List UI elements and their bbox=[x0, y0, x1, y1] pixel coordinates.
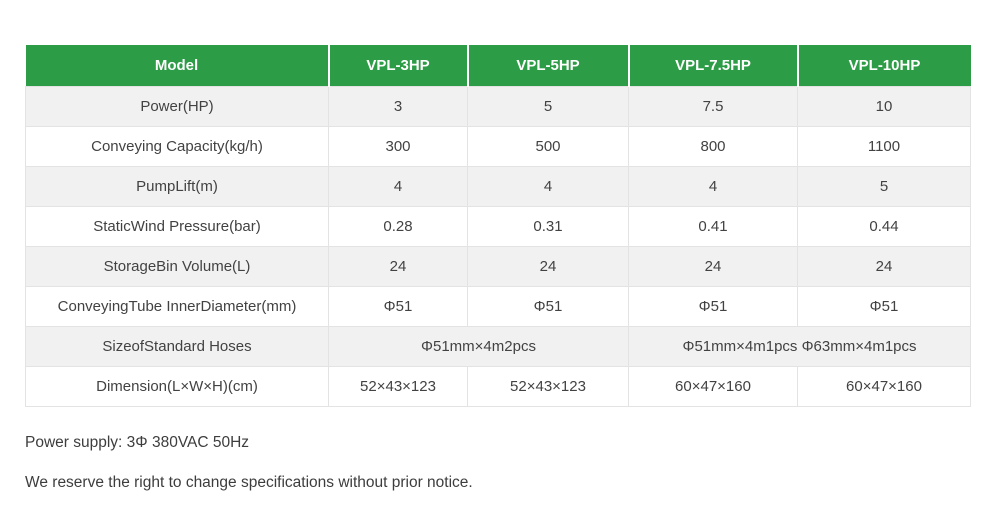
row-label: ConveyingTube InnerDiameter(mm) bbox=[25, 285, 329, 327]
spec-table: Model VPL-3HP VPL-5HP VPL-7.5HP VPL-10HP Pow… bbox=[25, 45, 971, 407]
value-cell: 24 bbox=[797, 245, 971, 287]
header-cell-vpl-7.5hp: VPL-7.5HP bbox=[627, 45, 798, 86]
header-cell-vpl-3hp: VPL-3HP bbox=[327, 45, 468, 86]
value-cell: 7.5 bbox=[628, 85, 798, 127]
value-cell: Φ51 bbox=[797, 285, 971, 327]
spec-table-head: Model VPL-3HP VPL-5HP VPL-7.5HP VPL-10HP bbox=[25, 45, 971, 86]
value-cell: 24 bbox=[467, 245, 629, 287]
row-label: StaticWind Pressure(bar) bbox=[25, 205, 329, 247]
row-label: Dimension(L×W×H)(cm) bbox=[25, 365, 329, 407]
table-row: Dimension(L×W×H)(cm) 52×43×123 52×43×123 60… bbox=[25, 365, 971, 407]
value-cell: Φ51 bbox=[467, 285, 629, 327]
value-cell: 0.31 bbox=[467, 205, 629, 247]
header-cell-vpl-10hp: VPL-10HP bbox=[796, 45, 971, 86]
value-cell: Φ51 bbox=[628, 285, 798, 327]
value-cell: 5 bbox=[797, 165, 971, 207]
value-cell: 24 bbox=[328, 245, 468, 287]
table-row: PumpLift(m) 4 4 4 5 bbox=[25, 165, 971, 207]
row-label: SizeofStandard Hoses bbox=[25, 325, 329, 367]
row-label: StorageBin Volume(L) bbox=[25, 245, 329, 287]
spec-table-body: Power(HP) 3 5 7.5 10 Conveying Capacity(kg/h)… bbox=[25, 85, 971, 407]
value-cell: 24 bbox=[628, 245, 798, 287]
table-row: StorageBin Volume(L) 24 24 24 24 bbox=[25, 245, 971, 287]
disclaimer-note: We reserve the right to change specifica… bbox=[25, 474, 473, 491]
value-cell: Φ51 bbox=[328, 285, 468, 327]
table-row: StaticWind Pressure(bar) 0.28 0.31 0.41 0.44 bbox=[25, 205, 971, 247]
value-cell: 0.41 bbox=[628, 205, 798, 247]
value-cell: 300 bbox=[328, 125, 468, 167]
value-cell: 4 bbox=[467, 165, 629, 207]
value-cell: 5 bbox=[467, 85, 629, 127]
table-row: ConveyingTube InnerDiameter(mm) Φ51 Φ51 Φ51… bbox=[25, 285, 971, 327]
value-cell: 1100 bbox=[797, 125, 971, 167]
value-cell: 4 bbox=[328, 165, 468, 207]
value-cell: 60×47×160 bbox=[797, 365, 971, 407]
value-cell: Φ51mm×4m2pcs bbox=[328, 325, 629, 367]
row-label: PumpLift(m) bbox=[25, 165, 329, 207]
value-cell: 52×43×123 bbox=[467, 365, 629, 407]
value-cell: 3 bbox=[328, 85, 468, 127]
table-row: Power(HP) 3 5 7.5 10 bbox=[25, 85, 971, 127]
value-cell: 500 bbox=[467, 125, 629, 167]
row-label: Conveying Capacity(kg/h) bbox=[25, 125, 329, 167]
table-row: Conveying Capacity(kg/h) 300 500 800 1100 bbox=[25, 125, 971, 167]
value-cell: 60×47×160 bbox=[628, 365, 798, 407]
table-row: SizeofStandard Hoses Φ51mm×4m2pcs Φ51mm×4m… bbox=[25, 325, 971, 367]
row-label: Power(HP) bbox=[25, 85, 329, 127]
value-cell: 4 bbox=[628, 165, 798, 207]
header-cell-vpl-5hp: VPL-5HP bbox=[466, 45, 629, 86]
value-cell: Φ51mm×4m1pcs Φ63mm×4m1pcs bbox=[628, 325, 971, 367]
value-cell: 0.44 bbox=[797, 205, 971, 247]
power-supply-note: Power supply: 3Φ 380VAC 50Hz bbox=[25, 434, 250, 451]
value-cell: 10 bbox=[797, 85, 971, 127]
value-cell: 52×43×123 bbox=[328, 365, 468, 407]
header-row: Model VPL-3HP VPL-5HP VPL-7.5HP VPL-10HP bbox=[25, 45, 971, 86]
value-cell: 0.28 bbox=[328, 205, 468, 247]
value-cell: 800 bbox=[628, 125, 798, 167]
header-cell-model: Model bbox=[25, 45, 329, 86]
